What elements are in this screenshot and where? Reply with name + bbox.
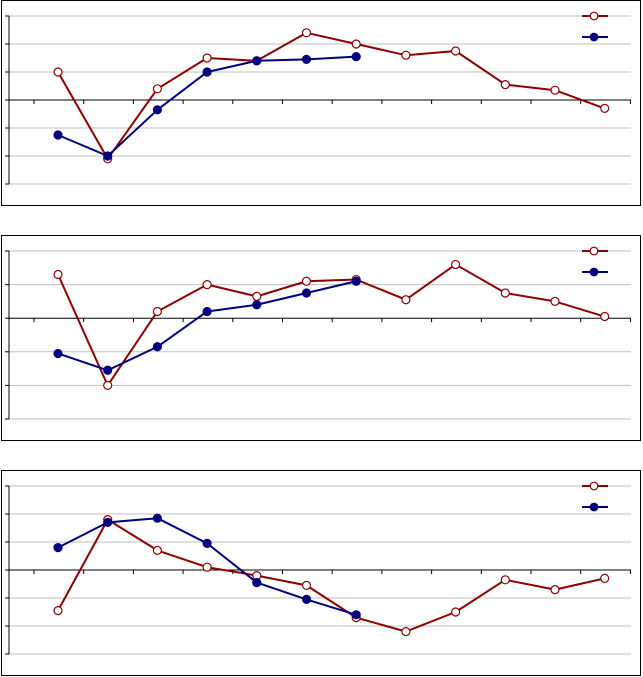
data-point-series-1 [301,580,312,591]
data-point-series-1 [550,85,560,95]
data-point-series-1 [53,606,63,616]
data-point-series-2 [351,610,361,620]
data-point-series-1 [152,84,162,94]
data-point-series-1 [301,28,312,38]
data-point-series-1 [53,67,63,77]
data-point-series-1 [600,311,610,322]
data-point-series-1 [152,306,162,317]
data-point-series-2 [202,306,212,317]
series-line-1 [57,31,606,160]
chart-panel-2 [1,235,641,441]
line-chart-3 [5,481,631,655]
data-point-series-1 [202,562,212,572]
data-point-series-2 [53,348,63,359]
line-chart-1 [5,11,631,185]
chart-panel-1 [1,0,641,206]
data-point-series-1 [252,291,262,301]
data-point-series-2 [351,51,361,62]
data-point-series-2 [202,67,212,77]
data-point-series-1 [500,288,510,298]
series-line-1 [57,518,605,633]
legend-marker-2 [589,502,599,512]
legend-marker-2 [589,267,599,277]
data-point-series-1 [550,296,560,307]
data-point-series-2 [152,342,162,352]
data-point-series-1 [202,279,212,290]
data-point-series-2 [152,105,162,115]
data-point-series-1 [152,545,162,556]
data-point-series-1 [401,627,411,637]
data-point-series-1 [550,584,560,595]
legend-marker-1 [589,11,599,21]
data-point-series-2 [252,56,262,66]
data-point-series-1 [351,39,361,49]
data-point-series-2 [351,276,361,286]
data-point-series-2 [53,130,63,140]
data-point-series-2 [103,151,113,161]
data-point-series-1 [401,295,411,305]
line-chart-2 [5,246,631,420]
data-point-series-1 [500,575,510,585]
data-point-series-2 [301,594,312,604]
legend-marker-1 [589,481,599,491]
data-point-series-1 [451,259,461,270]
data-point-series-2 [301,54,312,65]
data-point-series-1 [500,79,510,90]
data-point-series-1 [202,53,212,63]
data-point-series-1 [401,50,411,60]
data-point-series-2 [103,365,113,375]
data-point-series-2 [53,542,63,553]
data-point-series-1 [53,269,63,280]
data-point-series-1 [451,607,461,617]
legend-marker-1 [589,246,599,256]
chart-panel-3 [1,470,641,676]
data-point-series-2 [152,513,162,523]
data-point-series-1 [600,103,610,114]
data-point-series-1 [600,573,610,584]
data-point-series-2 [103,517,113,528]
series-line-2 [57,280,357,372]
data-point-series-2 [252,300,262,310]
data-point-series-1 [301,276,312,286]
data-point-series-2 [252,577,262,588]
series-line-1 [57,263,605,387]
data-point-series-2 [202,538,212,549]
data-point-series-1 [451,46,461,56]
data-point-series-2 [301,288,312,298]
legend-marker-2 [589,32,599,42]
data-point-series-1 [103,380,113,390]
